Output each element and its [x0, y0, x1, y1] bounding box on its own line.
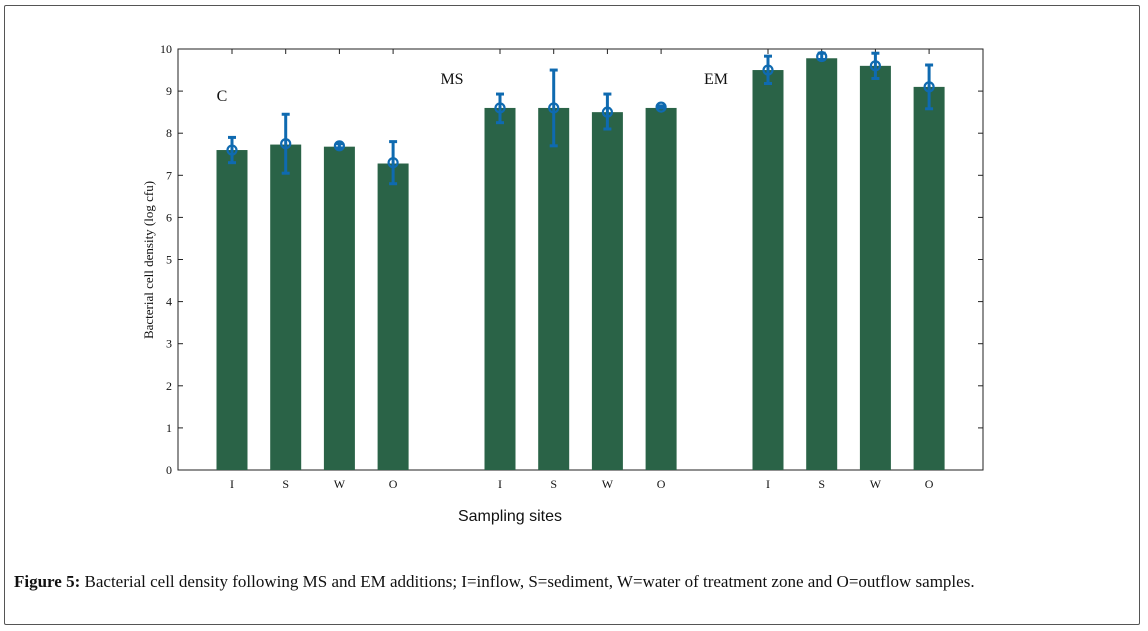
y-tick-label: 2	[166, 379, 172, 393]
mean-marker	[869, 60, 882, 72]
bar	[645, 107, 677, 470]
bar	[216, 150, 248, 471]
x-tick-label: S	[550, 477, 557, 491]
y-tick-label: 9	[166, 84, 172, 98]
y-tick-label: 7	[166, 168, 172, 182]
bar	[591, 112, 623, 471]
x-tick-label: S	[282, 477, 289, 491]
y-axis-label: Bacterial cell density (log cfu)	[141, 181, 156, 339]
chart-axes: 0 1 2 3 4 5 6 7 8 9 10 I S W O I S W O I S W O	[160, 42, 984, 491]
y-tick-label: 3	[166, 337, 172, 351]
bar	[913, 86, 945, 470]
bar	[377, 163, 409, 470]
x-tick-label: I	[230, 477, 234, 491]
bar	[538, 107, 570, 470]
bar	[859, 65, 891, 470]
x-tick-label: S	[818, 477, 825, 491]
mean-marker	[655, 101, 667, 113]
x-axis-label: Sampling sites	[457, 508, 563, 525]
bar	[323, 146, 355, 470]
mean-marker	[494, 102, 506, 114]
group-label: MS	[440, 71, 463, 88]
y-tick-label: 6	[166, 210, 172, 224]
bar	[484, 107, 516, 470]
figure-number: Figure 5:	[14, 572, 81, 591]
y-tick-label: 5	[166, 253, 172, 267]
y-tick-label: 4	[166, 295, 172, 309]
figure-frame	[4, 5, 1140, 625]
bar	[752, 70, 784, 471]
x-tick-label: O	[389, 477, 398, 491]
chart-marks: C MS EM	[216, 50, 945, 471]
bar-chart: 0 1 2 3 4 5 6 7 8 9 10 I S W O I S W O I S W O C MS EM Bacterial…	[141, 42, 984, 491]
x-tick-label: W	[602, 477, 614, 491]
y-tick-label: 0	[166, 463, 172, 477]
caption-text: Bacterial cell density following MS and …	[80, 572, 975, 591]
mean-marker	[816, 50, 828, 63]
mean-marker	[762, 64, 774, 76]
mean-marker	[923, 81, 935, 93]
figure-caption: Figure 5: Bacterial cell density followi…	[14, 572, 975, 592]
mean-marker	[280, 138, 292, 150]
x-tick-label: I	[498, 477, 502, 491]
bar	[806, 58, 838, 471]
x-tick-label: I	[766, 477, 770, 491]
x-tick-label: W	[334, 477, 346, 491]
x-tick-label: O	[657, 477, 666, 491]
y-tick-label: 1	[166, 421, 172, 435]
mean-marker	[387, 157, 399, 169]
group-label: EM	[704, 71, 728, 88]
x-tick-label: W	[870, 477, 882, 491]
group-label: C	[217, 88, 228, 105]
mean-marker	[548, 102, 560, 114]
y-tick-label: 8	[166, 126, 172, 140]
y-tick-label: 10	[160, 42, 172, 56]
mean-marker	[601, 106, 614, 118]
x-tick-label: O	[925, 477, 934, 491]
bar	[270, 144, 302, 470]
mean-marker	[333, 140, 345, 152]
mean-marker	[226, 144, 238, 156]
